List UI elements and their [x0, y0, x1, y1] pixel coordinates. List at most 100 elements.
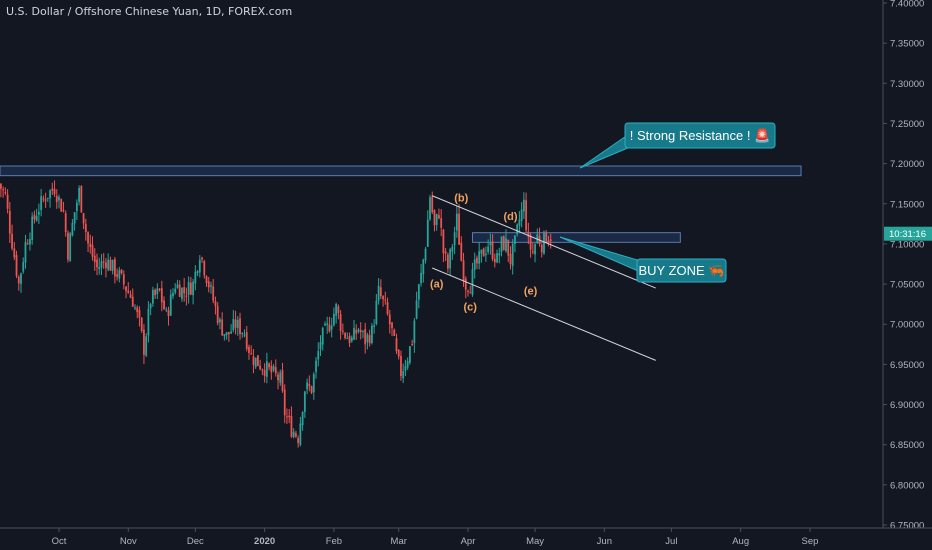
candle: [40, 189, 43, 217]
candle: [96, 253, 98, 276]
candle: [51, 182, 54, 196]
candle: [232, 310, 235, 333]
candle: [350, 335, 353, 343]
candle: [328, 316, 331, 333]
time-tick-label: May: [526, 536, 544, 547]
candle: [198, 254, 201, 278]
candle: [487, 239, 490, 255]
candle: [136, 305, 139, 319]
candle: [236, 316, 239, 336]
price-tick-label: 7.30000: [890, 79, 924, 90]
candle: [178, 280, 181, 297]
channel-lower-line[interactable]: [432, 267, 656, 361]
chart-title: U.S. Dollar / Offshore Chinese Yuan, 1D,…: [6, 5, 293, 18]
candle: [192, 278, 194, 305]
candle: [408, 345, 411, 365]
candle: [75, 199, 78, 221]
time-tick-label: Feb: [326, 536, 342, 547]
candle: [451, 244, 454, 260]
candle: [102, 253, 105, 269]
candle: [239, 312, 241, 340]
candle: [505, 229, 507, 253]
candle: [308, 375, 311, 392]
candle: [386, 297, 389, 316]
candle: [368, 329, 371, 347]
time-tick-label: 2020: [254, 536, 275, 547]
candle: [185, 287, 188, 306]
candle: [516, 223, 519, 237]
candle: [330, 317, 333, 338]
candle: [404, 359, 407, 376]
candle: [91, 236, 94, 261]
candle: [277, 371, 279, 390]
candle: [24, 234, 27, 269]
candle: [473, 252, 476, 279]
candle: [422, 258, 425, 283]
candle: [371, 323, 373, 345]
candle: [379, 279, 382, 300]
candle: [339, 309, 342, 340]
candle: [319, 335, 322, 357]
candle: [111, 259, 114, 275]
candle: [15, 250, 18, 279]
candle: [71, 219, 74, 237]
candle: [49, 189, 51, 208]
candle: [42, 195, 45, 203]
candle: [80, 185, 83, 213]
candle: [525, 192, 528, 233]
candle: [20, 272, 22, 293]
candle: [518, 211, 521, 233]
candle: [29, 232, 31, 251]
candle: [11, 224, 13, 251]
candle: [274, 359, 277, 377]
candle: [290, 406, 293, 438]
candle: [382, 295, 384, 307]
candle: [529, 233, 532, 258]
candle: [93, 248, 96, 271]
candle: [107, 253, 110, 272]
candle: [337, 304, 340, 320]
candle: [89, 234, 92, 254]
candle: [281, 362, 284, 393]
price-tick-label: 6.75000: [890, 521, 924, 532]
candle: [402, 363, 405, 384]
candle: [203, 259, 206, 279]
candle: [261, 368, 264, 376]
candle: [223, 334, 226, 341]
channel-upper-line[interactable]: [432, 195, 656, 289]
candle: [156, 283, 159, 300]
candle: [259, 359, 262, 371]
candle: [417, 283, 420, 309]
candle: [424, 246, 427, 264]
candle: [64, 210, 67, 237]
candle: [163, 296, 165, 310]
candle: [433, 209, 436, 232]
price-tick-label: 7.05000: [890, 280, 924, 291]
buy-zone-callout[interactable]: BUY ZONE 🦐: [559, 236, 727, 283]
candle: [295, 430, 297, 439]
candle: [245, 326, 248, 352]
candle: [207, 276, 210, 293]
time-tick-label: Jun: [597, 536, 612, 547]
candle: [341, 323, 344, 335]
wave-label: (a): [430, 278, 444, 290]
wave-label: (c): [464, 302, 478, 314]
candle: [312, 372, 315, 400]
candle: [509, 246, 512, 270]
candle: [8, 201, 11, 243]
candle: [520, 202, 523, 228]
candle: [78, 185, 81, 206]
strong-resistance-callout[interactable]: ! Strong Resistance ! 🚨: [579, 122, 776, 169]
time-tick-label: Aug: [732, 536, 749, 547]
candle: [87, 231, 89, 253]
candle: [449, 247, 452, 276]
candle: [127, 282, 130, 294]
candle: [205, 275, 208, 287]
candle: [212, 278, 215, 304]
strong-resistance-zone[interactable]: [0, 165, 802, 177]
candle: [413, 318, 416, 353]
candle: [122, 270, 125, 290]
candle: [149, 302, 152, 316]
candle: [265, 352, 268, 384]
